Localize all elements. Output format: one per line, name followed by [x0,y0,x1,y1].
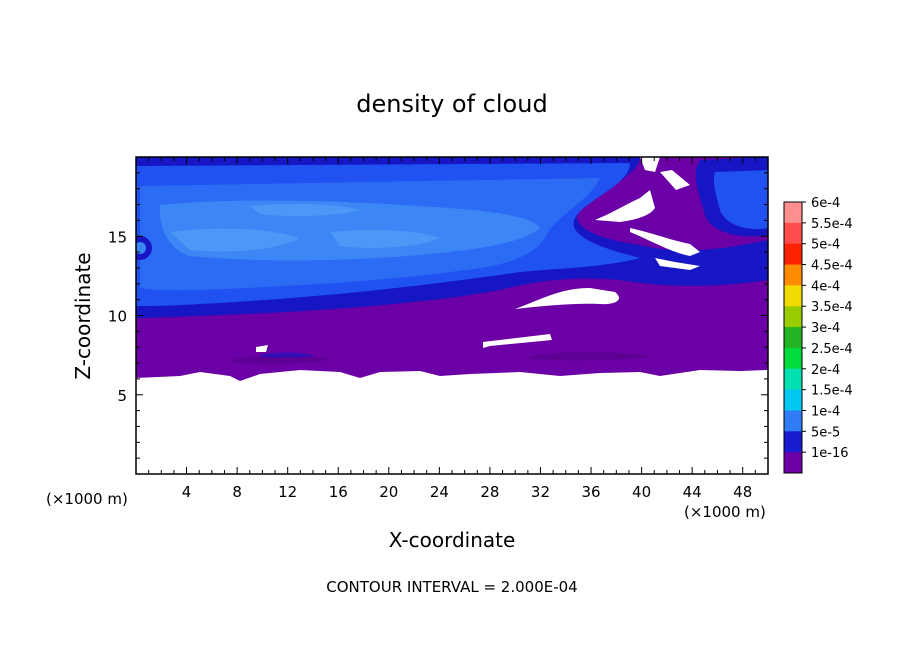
contour-light-blue-c [330,230,440,248]
y-tick-label: 15 [108,228,127,246]
clear-hole-8 [256,345,268,352]
clear-hole-1 [515,288,620,309]
y-axis: 5 10 15 [108,172,768,459]
colorbar-swatch [784,264,802,286]
x-tick-label: 48 [733,483,752,501]
colorbar-label: 5e-5 [811,425,840,440]
x-tick-label: 44 [683,483,702,501]
x-unit-left: (×1000 m) [46,490,128,508]
x-tick-label: 20 [379,483,398,501]
x-tick-label: 24 [430,483,449,501]
x-tick-label: 36 [581,483,600,501]
colorbar-label: 3.5e-4 [811,300,853,315]
y-tick-label: 5 [117,387,127,405]
colorbar-label: 4e-4 [811,279,840,294]
colorbar-swatch [784,389,802,411]
colorbar-swatch [784,306,802,328]
x-tick-label: 16 [329,483,348,501]
chart-title: density of cloud [356,90,547,118]
colorbar-swatch [784,285,802,307]
clear-hole-5 [660,170,690,190]
contour-left-edge-inner [136,242,146,254]
contour-streak-2 [530,351,650,361]
x-tick-label: 32 [531,483,550,501]
colorbar-swatch [784,243,802,266]
colorbar-swatch [784,368,802,391]
x-tick-label: 28 [480,483,499,501]
clear-hole-7 [655,258,700,270]
contour-interval: CONTOUR INTERVAL = 2.000E-04 [326,578,577,596]
colorbar-label: 1.5e-4 [811,384,853,399]
colorbar-label: 3e-4 [811,321,840,336]
x-axis-label: X-coordinate [389,528,516,552]
colorbar-swatch [784,222,802,245]
x-tick-label: 40 [632,483,651,501]
contour-blue-right [713,170,768,230]
clear-hole-2 [483,334,552,348]
colorbar-label: 2e-4 [811,363,840,378]
colorbar-frame [783,201,803,474]
clear-hole-4 [630,228,700,256]
clear-hole-3 [595,190,655,222]
x-axis: 4 8 12 16 20 24 28 32 36 40 44 48 [148,157,756,501]
colorbar-swatch [784,431,802,453]
contour-streak-3 [260,352,315,358]
clear-lower-region [136,370,768,474]
x-unit-right: (×1000 m) [684,503,766,521]
colorbar: 6e-4 5.5e-4 5e-4 4.5e-4 4e-4 3.5e-4 3e-4 2.5e-4… [783,196,853,474]
y-tick-label: 10 [108,308,127,326]
x-tick-label: 12 [278,483,297,501]
colorbar-label: 4.5e-4 [811,259,853,274]
colorbar-swatch [784,410,802,432]
colorbar-label: 2.5e-4 [811,342,853,357]
x-tick-label: 4 [182,483,192,501]
colorbar-label: 1e-16 [811,446,849,461]
colorbar-swatch [784,347,802,370]
colorbar-label: 5.5e-4 [811,217,853,232]
contour-light-blue-d [250,203,360,217]
colorbar-label: 1e-4 [811,404,840,419]
x-tick-label: 8 [232,483,242,501]
colorbar-label: 6e-4 [811,196,840,211]
colorbar-swatch [784,452,802,474]
contour-light-blue-b [170,228,300,252]
colorbar-swatch [784,327,802,349]
colorbar-label: 5e-4 [811,238,840,253]
colorbar-swatch [784,202,802,224]
y-axis-label: Z-coordinate [71,252,95,379]
contour-field [136,157,768,474]
clear-hole-6 [640,157,660,172]
